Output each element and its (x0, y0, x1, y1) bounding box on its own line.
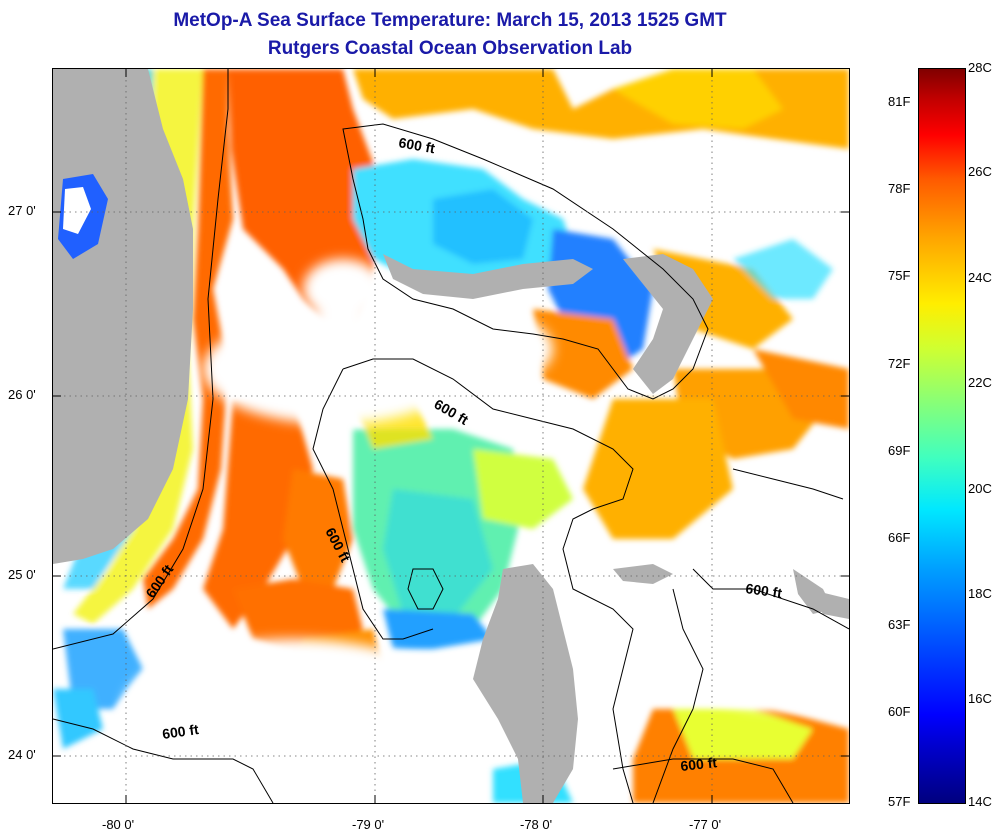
sst-map-svg: 600 ft 600 ft 600 ft 600 ft 600 ft 600 f… (53, 69, 849, 803)
cb-f-72: 72F (888, 356, 911, 371)
colorbar (918, 68, 966, 804)
lat-label-27: 27 0' (8, 203, 36, 218)
cb-f-78: 78F (888, 181, 911, 196)
graticule (53, 69, 849, 803)
cb-c-20: 20C (968, 481, 992, 496)
cb-c-24: 24C (968, 270, 992, 285)
cb-f-63: 63F (888, 617, 911, 632)
lon-label-80: -80 0' (102, 817, 135, 832)
lon-label-79: -79 0' (352, 817, 385, 832)
cb-f-66: 66F (888, 530, 911, 545)
lat-label-25: 25 0' (8, 567, 36, 582)
land (53, 69, 849, 803)
cb-c-22: 22C (968, 375, 992, 390)
map-title: MetOp-A Sea Surface Temperature: March 1… (173, 10, 727, 31)
cb-f-81: 81F (888, 94, 911, 109)
cb-c-26: 26C (968, 164, 992, 179)
lon-label-77: -77 0' (689, 817, 722, 832)
lat-label-24: 24 0' (8, 747, 36, 762)
bathymetry-contours (53, 69, 849, 803)
cb-c-14: 14C (968, 794, 992, 809)
cb-f-75: 75F (888, 268, 911, 283)
cb-f-57: 57F (888, 794, 911, 809)
map-subtitle: Rutgers Coastal Ocean Observation Lab (267, 38, 633, 59)
contour-label-6: 600 ft (161, 721, 200, 742)
contour-label-1: 600 ft (397, 134, 436, 156)
lat-label-26: 26 0' (8, 387, 36, 402)
contour-label-2: 600 ft (432, 396, 472, 428)
contour-label-5: 600 ft (745, 580, 784, 601)
cb-f-69: 69F (888, 443, 911, 458)
sst-map[interactable]: 600 ft 600 ft 600 ft 600 ft 600 ft 600 f… (52, 68, 850, 804)
contour-label-7: 600 ft (680, 754, 718, 774)
cb-c-28: 28C (968, 60, 992, 75)
cb-f-60: 60F (888, 704, 911, 719)
lon-label-78: -78 0' (520, 817, 553, 832)
axis-ticks (53, 69, 849, 803)
cb-c-18: 18C (968, 586, 992, 601)
cb-c-16: 16C (968, 691, 992, 706)
